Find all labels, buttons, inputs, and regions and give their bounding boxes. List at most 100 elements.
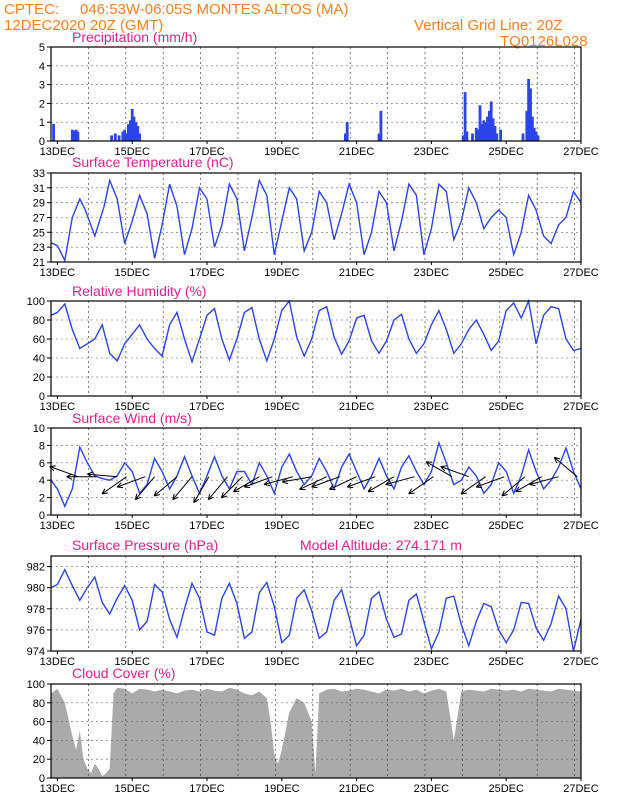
wind-vector-arrow xyxy=(475,476,505,489)
wind-xtick-label: 17DEC xyxy=(189,520,225,532)
precipitation-bar xyxy=(70,129,74,141)
precipitation-bar xyxy=(532,127,536,141)
pressure-xtick-label: 15DEC xyxy=(114,656,150,668)
humidity-xtick-label: 13DEC xyxy=(40,401,76,413)
temperature-ytick-label: 27 xyxy=(33,213,45,225)
header-grid-note: Vertical Grid Line: 20Z xyxy=(414,17,562,34)
precipitation-xtick-label: 27DEC xyxy=(563,146,599,158)
temperature-xtick-label: 13DEC xyxy=(40,267,76,279)
wind-xtick-label: 21DEC xyxy=(339,520,375,532)
cloud-cover-xtick-label: 23DEC xyxy=(414,783,450,795)
cloud-cover-xtick-label: 25DEC xyxy=(488,783,524,795)
cloud-cover-xtick-label: 21DEC xyxy=(339,783,375,795)
precipitation-bar xyxy=(471,133,474,141)
precipitation-bar xyxy=(125,133,128,141)
cloud-cover-ytick-label: 20 xyxy=(33,754,45,766)
wind-xtick-label: 13DEC xyxy=(40,520,76,532)
temperature-ytick-label: 29 xyxy=(33,198,45,210)
pressure-ytick-label: 980 xyxy=(27,583,45,595)
precipitation-xtick-label: 13DEC xyxy=(40,146,76,158)
wind-vector-arrow xyxy=(460,476,486,495)
wind-ytick-label: 6 xyxy=(39,458,45,470)
wind-vector-arrow xyxy=(207,476,228,501)
cloud-cover-xtick-label: 15DEC xyxy=(114,783,150,795)
precipitation-bar xyxy=(74,129,78,141)
precipitation-bar xyxy=(461,135,465,141)
wind-vector-arrow xyxy=(346,476,376,489)
wind-vector-arrow xyxy=(153,476,178,497)
precipitation-xtick-label: 25DEC xyxy=(488,146,524,158)
pressure-xtick-label: 27DEC xyxy=(563,656,599,668)
precipitation-bar xyxy=(536,135,540,141)
humidity-ytick-label: 40 xyxy=(33,353,45,365)
humidity-xtick-label: 27DEC xyxy=(563,401,599,413)
wind-vector-arrow xyxy=(172,476,193,501)
temperature-xtick-label: 27DEC xyxy=(563,267,599,279)
humidity-ytick-label: 20 xyxy=(33,372,45,384)
wind-xtick-label: 27DEC xyxy=(563,520,599,532)
wind-vector-arrow xyxy=(329,476,357,490)
wind-vector-arrow xyxy=(311,476,340,489)
cloud-cover-ytick-label: 0 xyxy=(39,773,45,785)
temperature-xtick-label: 23DEC xyxy=(414,267,450,279)
precipitation-bar xyxy=(113,133,117,141)
cloud-cover-frame xyxy=(50,683,582,779)
precipitation-xtick-label: 23DEC xyxy=(414,146,450,158)
wind-vector-arrow xyxy=(440,465,469,478)
precipitation-bar xyxy=(344,133,347,141)
precipitation-xtick-label: 19DEC xyxy=(264,146,300,158)
precipitation-bar xyxy=(72,130,76,141)
wind-ytick-label: 10 xyxy=(33,423,45,435)
precipitation-bar xyxy=(482,120,486,141)
pressure-ytick-label: 976 xyxy=(27,625,45,637)
precipitation-bar xyxy=(76,131,80,141)
wind-ytick-label: 4 xyxy=(39,475,45,487)
precipitation-panel: Precipitation (mm/h) 0 1 2 3 4 5 13DEC 15DEC 17D… xyxy=(39,29,599,158)
humidity-title: Relative Humidity (%) xyxy=(72,283,207,299)
precipitation-ytick-label: 5 xyxy=(39,42,45,54)
temperature-ytick-label: 31 xyxy=(33,183,45,195)
precipitation-title: Precipitation (mm/h) xyxy=(72,29,197,45)
pressure-ytick-label: 982 xyxy=(27,562,45,574)
wind-vector-arrow xyxy=(243,476,273,489)
precipitation-frame xyxy=(50,46,582,142)
precipitation-bar xyxy=(480,124,484,141)
wind-vector-arrow xyxy=(220,476,243,499)
precipitation-bar xyxy=(495,133,499,141)
pressure-panel: Surface Pressure (hPa) Model Altitude: 2… xyxy=(27,537,599,668)
wind-vector-arrow xyxy=(116,476,146,489)
precipitation-bar xyxy=(134,122,138,141)
cloud-cover-ytick-label: 80 xyxy=(33,698,45,710)
precipitation-ytick-label: 2 xyxy=(39,98,45,110)
pressure-xtick-label: 13DEC xyxy=(40,656,76,668)
precipitation-bar xyxy=(534,131,538,141)
cloud-cover-title: Cloud Cover (%) xyxy=(72,665,175,681)
cloud-cover-xtick-label: 27DEC xyxy=(563,783,599,795)
temperature-xtick-label: 15DEC xyxy=(114,267,150,279)
precipitation-bar xyxy=(379,110,383,141)
precipitation-bar xyxy=(521,133,525,141)
precipitation-bar xyxy=(478,105,482,141)
humidity-xtick-label: 19DEC xyxy=(264,401,300,413)
temperature-ytick-label: 21 xyxy=(33,257,45,269)
temperature-ytick-label: 25 xyxy=(33,227,45,239)
pressure-ytick-label: 974 xyxy=(27,646,45,658)
cloud-cover-area xyxy=(51,687,581,778)
cloud-cover-xtick-label: 19DEC xyxy=(264,783,300,795)
precipitation-ytick-label: 4 xyxy=(39,61,45,73)
precipitation-bar xyxy=(130,109,134,141)
pressure-ytick-label: 978 xyxy=(27,604,45,616)
precipitation-xtick-label: 21DEC xyxy=(339,146,375,158)
precipitation-bar xyxy=(527,79,530,141)
cloud-cover-panel: Cloud Cover (%) 0 20 40 60 80 100 13DEC 15DEC 17… xyxy=(27,665,599,795)
precipitation-bar xyxy=(52,124,55,141)
precipitation-bar xyxy=(525,110,529,141)
precipitation-bar xyxy=(136,126,140,141)
humidity-frame xyxy=(50,300,582,397)
temperature-series-line xyxy=(50,178,582,263)
wind-vector-arrow xyxy=(101,476,127,495)
humidity-panel: Relative Humidity (%) 0 20 40 60 80 100 13DEC 1… xyxy=(27,283,599,413)
model-altitude-label: Model Altitude: 274.171 m xyxy=(300,537,462,553)
wind-vector-arrow xyxy=(425,461,453,478)
